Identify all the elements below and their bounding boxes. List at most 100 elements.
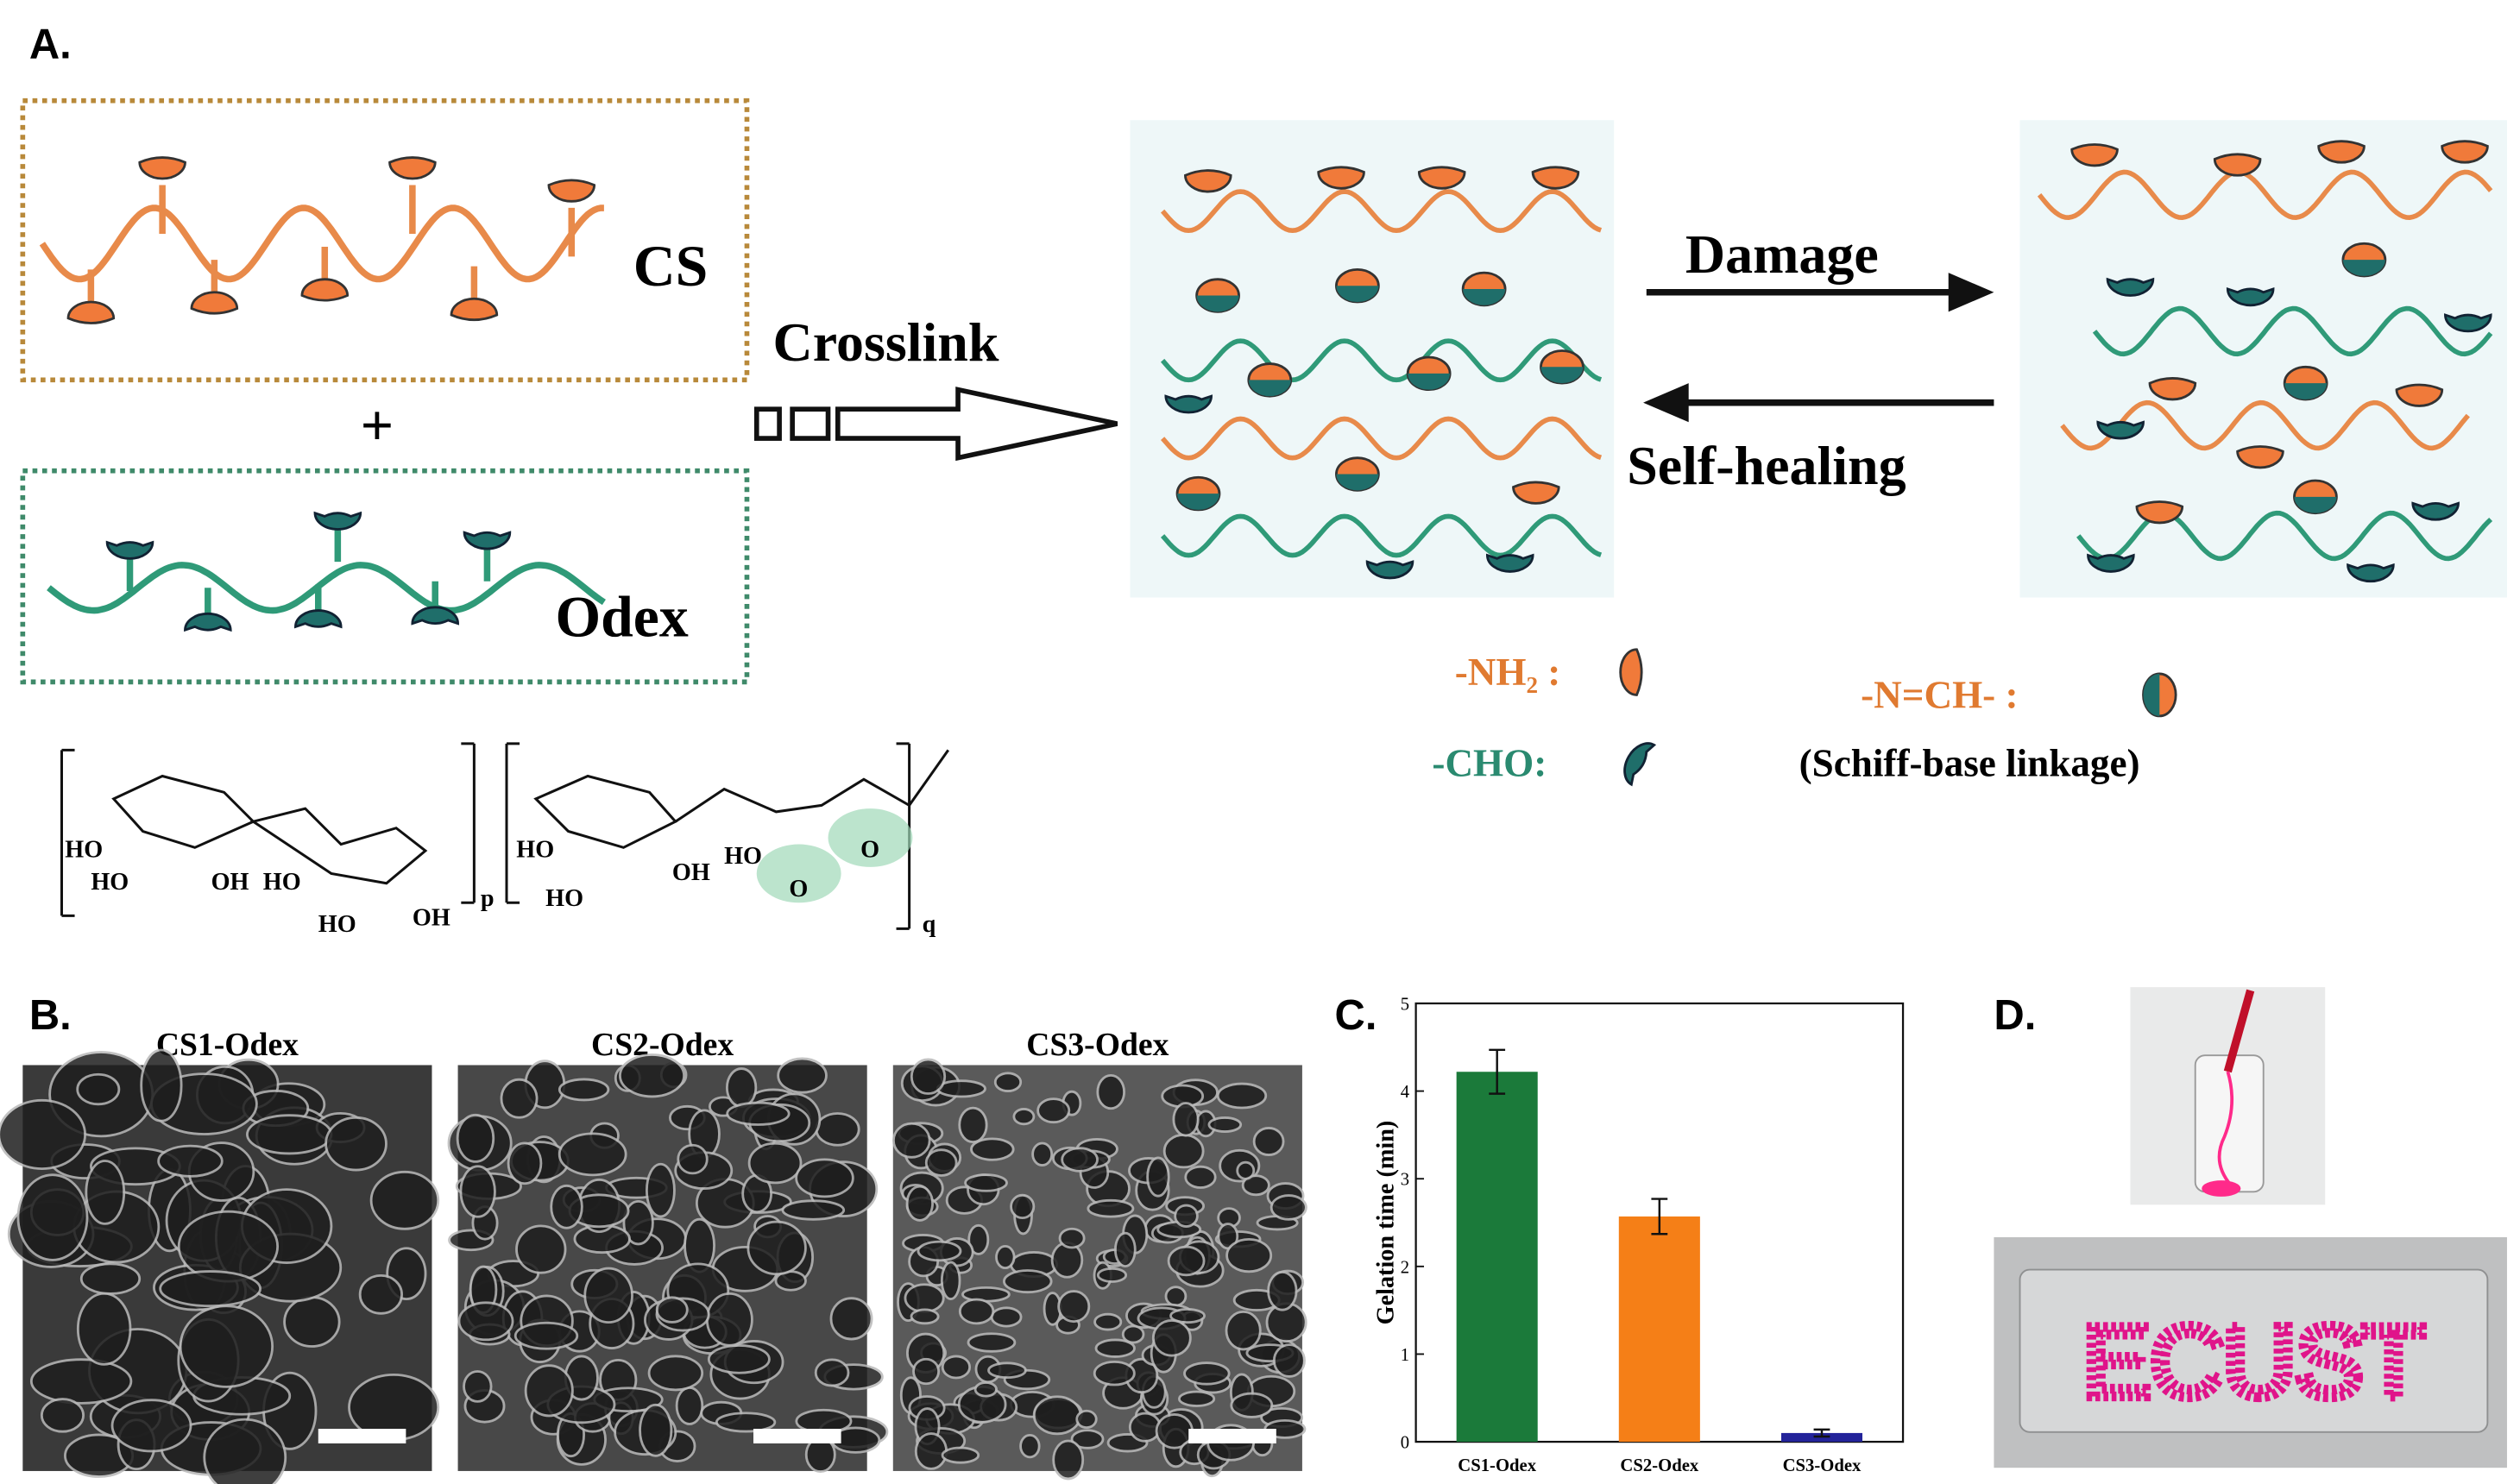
sem-pore [941, 1446, 980, 1464]
imine-label: -N=CH- : [1861, 673, 2018, 716]
sem-pore [558, 1078, 610, 1102]
aldehyde [294, 609, 343, 629]
sem-pore [40, 1398, 85, 1433]
amine [300, 278, 350, 302]
amine-group [1417, 166, 1466, 190]
y-tick-label: 1 [1401, 1346, 1409, 1365]
sem-pore [1269, 1194, 1307, 1221]
panel-label: D. [1994, 992, 2036, 1039]
imine-half [1336, 286, 1379, 303]
y-tick-label: 4 [1401, 1083, 1410, 1102]
amine [2236, 445, 2284, 469]
sem-pore [1094, 1338, 1136, 1358]
sem-pore [1019, 1433, 1041, 1459]
aldehyde [2087, 553, 2135, 573]
imine-group [2142, 672, 2177, 718]
aldehyde [105, 540, 154, 560]
imine-half [2143, 673, 2160, 716]
y-tick-label: 5 [1401, 996, 1409, 1015]
amine [138, 156, 186, 180]
polymer-drawings [39, 120, 2507, 787]
imine-group [1335, 456, 1380, 492]
structure-label: HO [318, 911, 356, 938]
imine-half [1177, 494, 1219, 510]
aldehyde [1485, 553, 1534, 573]
amine-group [388, 156, 437, 180]
sem-pore [967, 1332, 1017, 1353]
sem-pore [1184, 1165, 1217, 1189]
sem-pore [1207, 1116, 1243, 1133]
sem-pore [958, 1106, 988, 1144]
polymer-chain [39, 204, 604, 283]
sem-pore [726, 1101, 791, 1126]
sem-pore [358, 1273, 403, 1315]
sem-pore [1057, 1290, 1091, 1324]
sem-pore [1216, 1082, 1268, 1110]
aldehyde [1365, 560, 1414, 580]
sem-pore [463, 1370, 493, 1403]
odex-label: Odex [555, 585, 688, 650]
sem-pore [912, 1357, 941, 1386]
pipette [2223, 989, 2255, 1073]
sem-pore [203, 1418, 287, 1484]
amine-group [2148, 377, 2197, 401]
structure-label: q [923, 911, 936, 938]
imine-note: (Schiff-base linkage) [1799, 742, 2140, 785]
imine-group [2283, 365, 2328, 401]
sem-pore [647, 1355, 704, 1392]
sem-pore [924, 1148, 958, 1177]
imine-half [2294, 496, 2337, 513]
aldehyde [411, 606, 459, 626]
aldehyde-group [463, 531, 512, 550]
sem-pore [324, 1116, 387, 1172]
sem-pore [1058, 1227, 1086, 1249]
amine [1531, 166, 1580, 190]
photo-text: ECUST [2083, 1305, 2424, 1418]
structure [60, 742, 949, 930]
panel-label: A. [29, 22, 72, 68]
sem-pore [246, 1114, 333, 1155]
sem-pore [781, 1199, 846, 1221]
odex-box [20, 468, 750, 685]
sem-pore [0, 1098, 87, 1171]
sem-pore [1061, 1147, 1099, 1173]
sem-pore [1075, 1409, 1098, 1430]
sem-pore [1236, 1160, 1256, 1180]
error-bar [1813, 1428, 1830, 1438]
sem-pore [157, 1144, 224, 1178]
amine-group [2441, 140, 2489, 164]
sem-pore [76, 1292, 132, 1366]
sem-pore [814, 1358, 850, 1387]
sem-pore [1162, 1133, 1205, 1169]
polymer-chain [1160, 416, 1603, 461]
structure-label: HO [516, 837, 554, 864]
sem-pore [829, 1297, 873, 1341]
amine [2135, 500, 2184, 525]
sem-pore [941, 1355, 972, 1380]
sem-pore [815, 1112, 860, 1147]
amine-group [1512, 481, 1560, 505]
x-tick-label: CS1-Odex [1458, 1456, 1536, 1475]
imine-half [1196, 295, 1239, 312]
sem-pore [500, 1078, 539, 1119]
sem-pore [1225, 1310, 1262, 1351]
sem-pore [705, 1292, 753, 1347]
aldehyde-group [2444, 313, 2492, 333]
crosslink-label: Crosslink [773, 311, 999, 373]
crosslink-arrow [753, 387, 1118, 462]
imine-group [1247, 362, 1293, 398]
sem-pore [457, 1301, 514, 1342]
aldehyde-group [313, 511, 362, 531]
amine [66, 300, 116, 324]
aldehyde-group [2226, 287, 2275, 307]
amine [450, 297, 499, 322]
structure-label: O [789, 876, 808, 902]
aldehyde [2096, 420, 2145, 440]
amine [2148, 377, 2197, 401]
imine-group [2341, 242, 2387, 278]
sem-pore [910, 1308, 940, 1325]
sem-pore [1070, 1429, 1105, 1449]
amine-group [450, 297, 499, 322]
